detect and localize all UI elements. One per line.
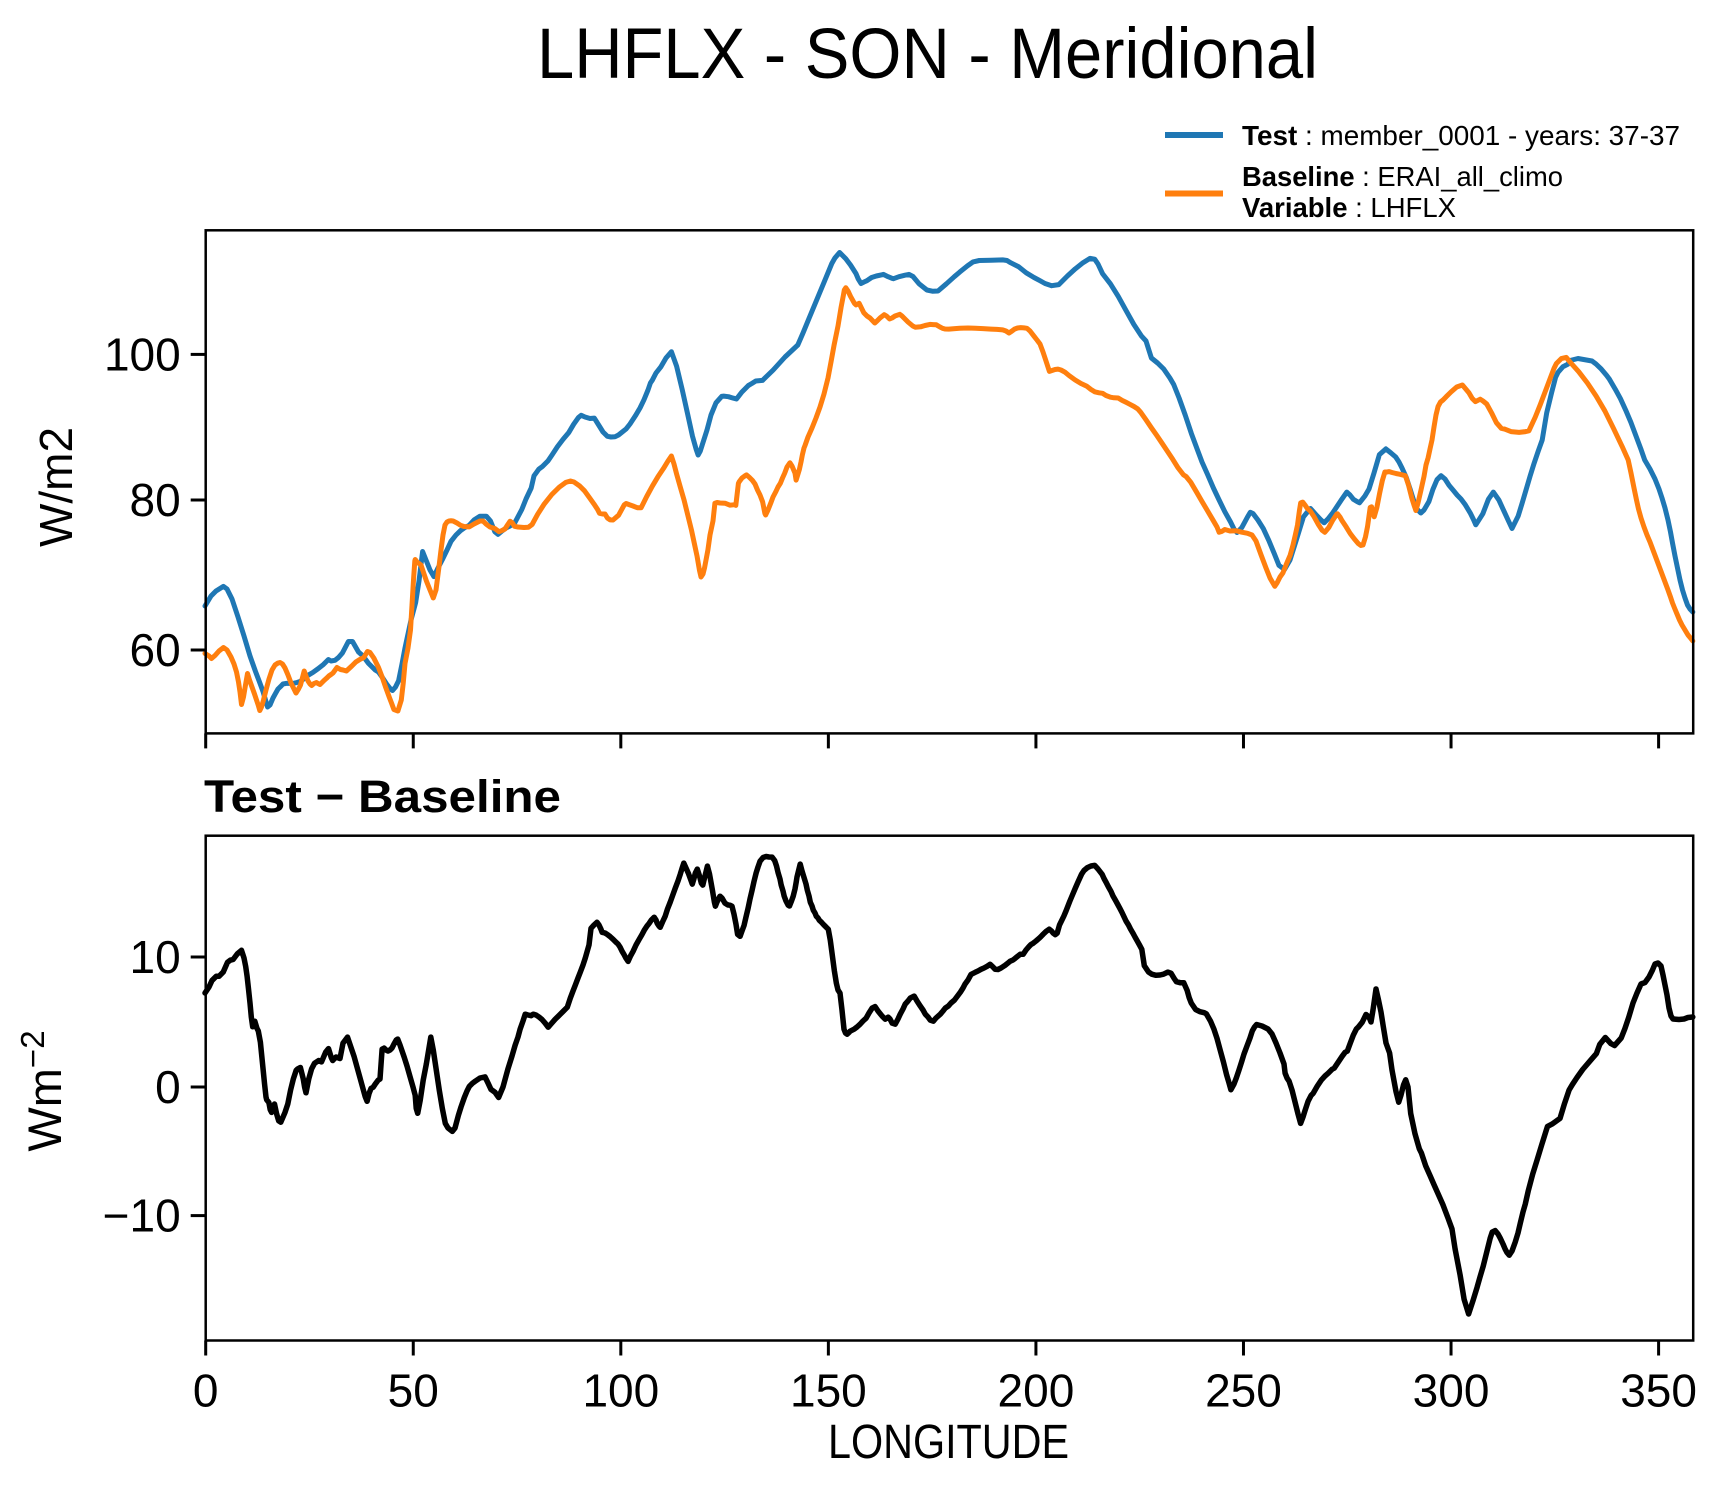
- svg-text:300: 300: [1413, 1365, 1490, 1417]
- svg-text:150: 150: [790, 1365, 867, 1417]
- svg-text:350: 350: [1620, 1365, 1697, 1417]
- svg-text:60: 60: [130, 624, 181, 676]
- svg-text:200: 200: [998, 1365, 1075, 1417]
- svg-text:50: 50: [388, 1365, 439, 1417]
- svg-text:100: 100: [104, 328, 181, 380]
- svg-text:0: 0: [193, 1365, 219, 1417]
- svg-text:LHFLX - SON - Meridional: LHFLX - SON - Meridional: [537, 15, 1318, 94]
- svg-text:80: 80: [130, 474, 181, 526]
- svg-text:W/m2: W/m2: [30, 427, 82, 547]
- svg-text:Variable : LHFLX: Variable : LHFLX: [1242, 192, 1456, 223]
- svg-text:Baseline : ERAI_all_climo: Baseline : ERAI_all_climo: [1242, 161, 1563, 192]
- svg-text:0: 0: [155, 1061, 181, 1113]
- svg-text:LONGITUDE: LONGITUDE: [828, 1416, 1069, 1469]
- svg-text:−10: −10: [103, 1190, 181, 1242]
- svg-text:250: 250: [1205, 1365, 1282, 1417]
- svg-text:Test − Baseline: Test − Baseline: [204, 771, 561, 822]
- svg-text:Test : member_0001 - years: 37: Test : member_0001 - years: 37-37: [1242, 120, 1680, 151]
- svg-text:100: 100: [582, 1365, 659, 1417]
- svg-text:10: 10: [130, 931, 181, 983]
